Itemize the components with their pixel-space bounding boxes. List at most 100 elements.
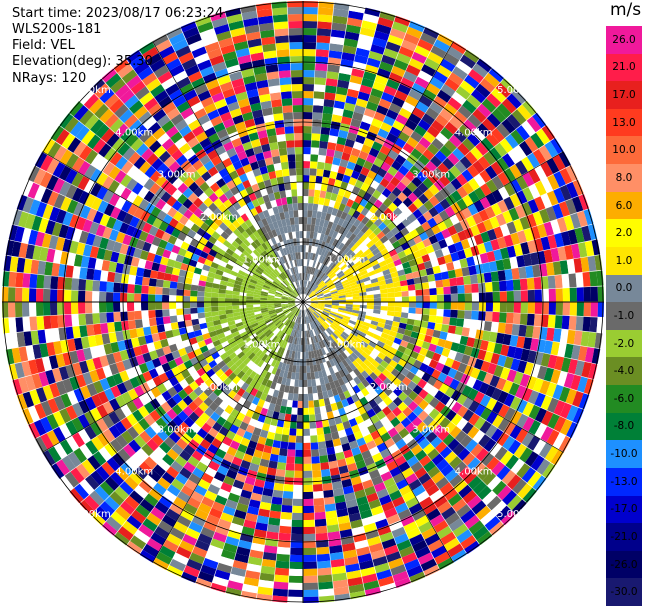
velocity-gate	[97, 391, 109, 405]
velocity-gate	[214, 406, 225, 417]
velocity-gate	[163, 539, 179, 553]
velocity-gate	[288, 302, 295, 304]
velocity-gate	[591, 348, 601, 364]
velocity-gate	[34, 152, 48, 169]
velocity-gate	[228, 244, 237, 252]
velocity-gate	[317, 356, 323, 364]
velocity-gate	[434, 272, 443, 281]
velocity-gate	[453, 370, 464, 382]
velocity-gate	[290, 306, 297, 311]
velocity-gate	[29, 316, 38, 331]
velocity-gate	[161, 203, 172, 214]
velocity-gate	[313, 312, 319, 319]
velocity-gate	[237, 396, 247, 406]
velocity-gate	[398, 391, 408, 402]
velocity-gate	[191, 515, 206, 527]
velocity-gate	[52, 368, 63, 383]
velocity-gate	[215, 226, 225, 236]
velocity-gate	[338, 407, 346, 416]
velocity-gate	[171, 244, 181, 254]
velocity-gate	[319, 455, 329, 464]
velocity-gate	[122, 520, 138, 535]
velocity-gate	[370, 414, 380, 424]
velocity-gate	[280, 315, 287, 322]
velocity-gate	[232, 294, 240, 299]
velocity-gate	[341, 359, 349, 368]
velocity-gate	[93, 451, 107, 466]
velocity-gate	[262, 346, 270, 354]
velocity-gate	[241, 391, 250, 400]
velocity-gate	[329, 545, 343, 554]
velocity-gate	[84, 149, 98, 165]
velocity-gate	[314, 327, 320, 335]
velocity-gate	[159, 545, 176, 559]
velocity-gate	[223, 356, 232, 365]
velocity-gate	[540, 353, 551, 367]
velocity-gate	[199, 382, 209, 392]
velocity-gate	[288, 386, 295, 394]
velocity-gate	[253, 302, 261, 305]
velocity-gate	[299, 231, 303, 239]
velocity-gate	[539, 380, 551, 395]
velocity-gate	[284, 289, 291, 294]
velocity-gate	[462, 452, 476, 466]
velocity-gate	[193, 386, 204, 397]
velocity-gate	[286, 147, 295, 155]
velocity-gate	[368, 499, 382, 510]
velocity-gate	[450, 413, 463, 426]
velocity-gate	[330, 558, 345, 568]
velocity-gate	[322, 331, 329, 338]
velocity-gate	[251, 322, 259, 328]
velocity-gate	[271, 316, 279, 322]
velocity-gate	[333, 379, 341, 388]
velocity-gate	[402, 490, 416, 503]
velocity-gate	[359, 472, 372, 483]
velocity-gate	[177, 410, 189, 422]
velocity-gate	[282, 307, 290, 311]
velocity-gate	[277, 331, 284, 339]
velocity-gate	[126, 426, 139, 440]
velocity-gate	[281, 295, 289, 299]
velocity-gate	[51, 262, 60, 277]
velocity-gate	[289, 42, 303, 50]
velocity-gate	[236, 245, 245, 253]
velocity-gate	[90, 470, 105, 486]
velocity-gate	[46, 414, 59, 430]
velocity-gate	[262, 313, 270, 318]
velocity-gate	[275, 320, 282, 327]
velocity-gate	[329, 324, 337, 331]
velocity-gate	[303, 27, 317, 36]
velocity-gate	[237, 256, 246, 264]
velocity-gate	[119, 481, 134, 496]
velocity-gate	[127, 203, 139, 216]
velocity-gate	[256, 281, 264, 287]
velocity-gate	[359, 396, 369, 406]
velocity-gate	[311, 302, 318, 304]
velocity-gate	[472, 379, 483, 392]
velocity-gate	[323, 309, 331, 314]
velocity-gate	[22, 180, 34, 197]
velocity-gate	[285, 349, 291, 358]
velocity-gate	[249, 549, 264, 559]
velocity-gate	[274, 345, 281, 353]
velocity-gate	[155, 394, 167, 406]
velocity-gate	[139, 344, 149, 355]
velocity-gate	[478, 311, 486, 321]
velocity-gate	[283, 290, 291, 295]
velocity-gate	[345, 304, 353, 308]
velocity-gate	[325, 510, 338, 519]
velocity-gate	[415, 307, 423, 315]
velocity-gate	[335, 355, 342, 364]
velocity-gate	[258, 508, 270, 518]
velocity-gate	[398, 322, 407, 330]
velocity-gate	[303, 125, 312, 134]
velocity-gate	[218, 306, 226, 311]
velocity-gate	[313, 399, 320, 408]
velocity-gate	[527, 471, 542, 488]
velocity-gate	[265, 266, 273, 274]
velocity-gate	[64, 277, 73, 290]
velocity-gate	[243, 519, 257, 529]
velocity-gate	[293, 119, 303, 127]
velocity-gate	[458, 466, 472, 480]
velocity-gate	[433, 379, 444, 390]
